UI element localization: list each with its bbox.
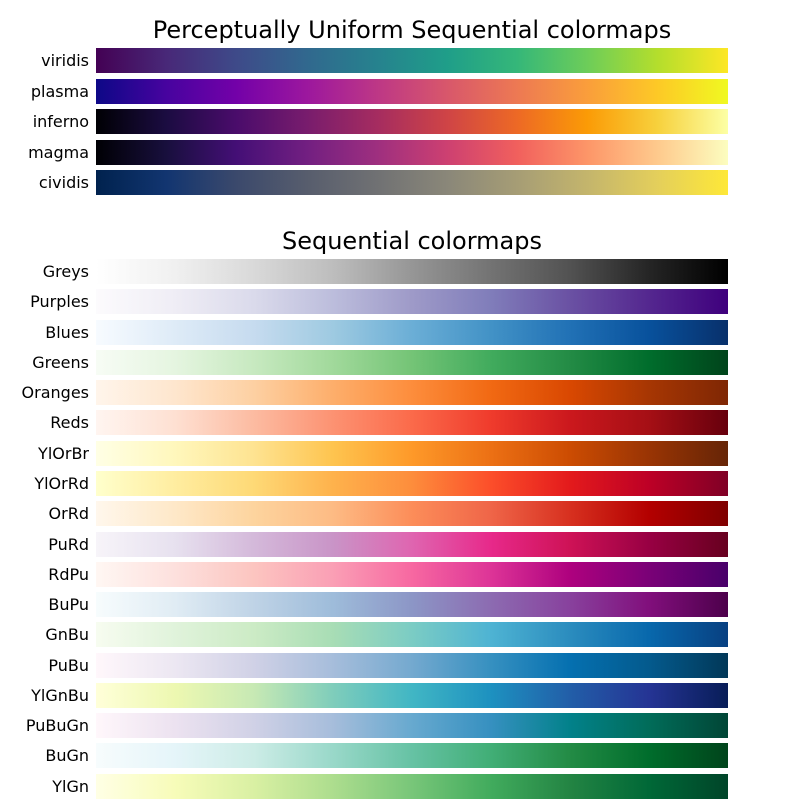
colormap-label: PuBuGn [25,716,89,735]
colormap-row: GnBu [0,622,785,647]
colormap-gradient-bar [96,109,728,134]
colormap-gradient-bar [96,774,728,799]
colormap-gradient-bar [96,471,728,496]
colormap-row: Reds [0,410,785,435]
colormap-label: cividis [38,173,89,192]
colormap-row: PuBuGn [0,713,785,738]
colormap-label: viridis [41,51,89,70]
colormap-row: magma [0,140,785,165]
colormap-row: PuRd [0,532,785,557]
colormap-label: magma [28,143,89,162]
colormap-label: Oranges [21,383,89,402]
colormap-label: Reds [50,413,89,432]
colormap-gradient-bar [96,140,728,165]
colormap-row: RdPu [0,562,785,587]
colormap-row: Blues [0,320,785,345]
colormap-row: plasma [0,79,785,104]
colormap-gradient-bar [96,653,728,678]
colormap-row: cividis [0,170,785,195]
colormap-label: PuRd [48,535,89,554]
chart-title-perceptual: Perceptually Uniform Sequential colormap… [152,16,672,44]
colormap-row: YlGn [0,774,785,799]
colormap-label: YlOrRd [34,474,89,493]
colormap-row: YlGnBu [0,683,785,708]
colormap-label: BuPu [48,595,89,614]
colormap-gradient-bar [96,713,728,738]
colormap-row: Greens [0,350,785,375]
chart-title-sequential: Sequential colormaps [281,227,542,255]
colormap-row: OrRd [0,501,785,526]
colormap-label: inferno [32,112,89,131]
colormap-gradient-bar [96,501,728,526]
colormap-gradient-bar [96,79,728,104]
colormap-gradient-bar [96,170,728,195]
colormap-label: YlOrBr [38,444,89,463]
colormap-label: RdPu [48,565,89,584]
colormap-row: Oranges [0,380,785,405]
colormap-label: Greys [42,262,89,281]
colormap-label: YlGnBu [31,686,89,705]
colormap-gradient-bar [96,592,728,617]
colormap-gradient-bar [96,48,728,73]
colormap-gradient-bar [96,622,728,647]
colormap-row: PuBu [0,653,785,678]
colormap-gradient-bar [96,532,728,557]
colormap-label: GnBu [45,625,89,644]
colormap-row: BuPu [0,592,785,617]
colormap-label: Blues [45,323,89,342]
colormap-gradient-bar [96,683,728,708]
colormap-row: YlOrRd [0,471,785,496]
colormap-label: PuBu [48,656,89,675]
colormap-label: Purples [30,292,89,311]
colormap-row: viridis [0,48,785,73]
colormap-gradient-bar [96,350,728,375]
colormap-row: Greys [0,259,785,284]
colormap-gradient-bar [96,743,728,768]
colormap-label: BuGn [45,746,89,765]
colormap-label: YlGn [52,777,89,796]
colormap-row: YlOrBr [0,441,785,466]
colormap-label: plasma [30,82,89,101]
colormap-row: inferno [0,109,785,134]
colormap-label: OrRd [48,504,89,523]
colormap-row: BuGn [0,743,785,768]
colormap-gradient-bar [96,410,728,435]
colormap-gradient-bar [96,259,728,284]
colormap-gradient-bar [96,441,728,466]
colormap-gradient-bar [96,562,728,587]
colormap-gradient-bar [96,289,728,314]
colormap-row: Purples [0,289,785,314]
colormap-gradient-bar [96,320,728,345]
colormap-label: Greens [32,353,89,372]
colormap-gradient-bar [96,380,728,405]
